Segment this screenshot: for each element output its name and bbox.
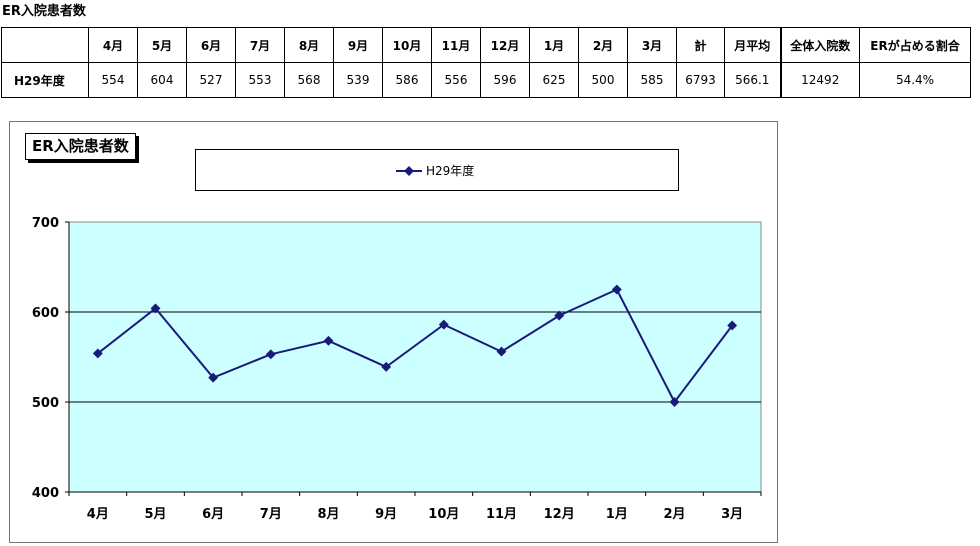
y-tick-label: 400 bbox=[32, 486, 59, 501]
data-point bbox=[265, 349, 276, 360]
y-tick-label: 500 bbox=[32, 396, 59, 411]
x-tick-label: 11月 bbox=[486, 507, 517, 522]
chart-area: 400 500 600 700 4月 5月 6月 7月 8月 9月 10月 11月 12月 1月 2月 3月 … bbox=[9, 121, 778, 543]
table-header-cell: 5月 bbox=[137, 27, 187, 63]
x-tick-label: 7月 bbox=[260, 507, 282, 522]
table-header-cell bbox=[1, 27, 89, 63]
table-header-cell: 6月 bbox=[186, 27, 236, 63]
data-point bbox=[611, 284, 622, 295]
table-header-cell: 7月 bbox=[235, 27, 285, 63]
x-tick-label: 1月 bbox=[606, 507, 628, 522]
legend-label: H29年度 bbox=[426, 164, 475, 178]
table-cell: 604 bbox=[137, 62, 187, 98]
table-cell: 625 bbox=[529, 62, 579, 98]
table-header-cell: 月平均 bbox=[724, 27, 781, 63]
data-point bbox=[150, 303, 161, 314]
table-cell: 586 bbox=[382, 62, 432, 98]
table-row-label: H29年度 bbox=[1, 62, 89, 98]
table-cell: 527 bbox=[186, 62, 236, 98]
data-point bbox=[208, 372, 219, 383]
x-tick-label: 4月 bbox=[87, 507, 109, 522]
plot-area bbox=[68, 221, 762, 493]
legend-item: H29年度 bbox=[396, 162, 474, 179]
x-tick-label: 6月 bbox=[202, 507, 224, 522]
data-point bbox=[92, 348, 103, 359]
table-cell: 500 bbox=[578, 62, 628, 98]
x-tick-label: 5月 bbox=[144, 507, 166, 522]
chart-legend: H29年度 bbox=[195, 149, 679, 191]
table-header-cell: 12月 bbox=[480, 27, 530, 63]
summary-table: 4月 5月 6月 7月 8月 9月 10月 11月 12月 1月 2月 3月 計… bbox=[1, 27, 971, 98]
x-tick-label: 2月 bbox=[663, 507, 685, 522]
table-cell: 566.1 bbox=[724, 62, 781, 98]
table-header-cell: ERが占める割合 bbox=[859, 27, 971, 63]
table-cell: 6793 bbox=[676, 62, 725, 98]
y-tick-label: 600 bbox=[32, 306, 59, 321]
legend-line-marker-icon bbox=[396, 165, 422, 176]
page-title: ER入院患者数 bbox=[2, 4, 86, 19]
table-header-cell: 1月 bbox=[529, 27, 579, 63]
data-point bbox=[669, 397, 680, 407]
table-header-cell: 全体入院数 bbox=[779, 27, 860, 63]
x-tick-label: 10月 bbox=[428, 507, 459, 522]
line-chart: 400 500 600 700 4月 5月 6月 7月 8月 9月 10月 11月 12月 1月 2月 3月 bbox=[32, 216, 762, 522]
table-header-cell: 9月 bbox=[333, 27, 383, 63]
table-header-cell: 10月 bbox=[382, 27, 432, 63]
table-cell: 596 bbox=[480, 62, 530, 98]
table-header-cell: 8月 bbox=[284, 27, 334, 63]
data-point bbox=[323, 335, 334, 346]
table-cell: 553 bbox=[235, 62, 285, 98]
table-header-cell: 11月 bbox=[431, 27, 481, 63]
table-header-row: 4月 5月 6月 7月 8月 9月 10月 11月 12月 1月 2月 3月 計… bbox=[1, 27, 971, 63]
table-row: H29年度 554 604 527 553 568 539 586 556 59… bbox=[1, 62, 971, 98]
data-point bbox=[727, 320, 738, 331]
y-tick-label: 700 bbox=[32, 216, 59, 231]
table-header-cell: 2月 bbox=[578, 27, 628, 63]
x-tick-label: 9月 bbox=[375, 507, 397, 522]
table-cell: 539 bbox=[333, 62, 383, 98]
table-cell: 556 bbox=[431, 62, 481, 98]
x-tick-label: 8月 bbox=[317, 507, 339, 522]
table-header-cell: 3月 bbox=[627, 27, 677, 63]
data-point bbox=[554, 310, 565, 321]
table-cell: 554 bbox=[88, 62, 138, 98]
table-header-cell: 4月 bbox=[88, 27, 138, 63]
table-header-cell: 計 bbox=[676, 27, 725, 63]
x-tick-label: 3月 bbox=[721, 507, 743, 522]
table-cell: 585 bbox=[627, 62, 677, 98]
table-cell: 568 bbox=[284, 62, 334, 98]
table-cell: 12492 bbox=[779, 62, 860, 98]
table-cell: 54.4% bbox=[859, 62, 971, 98]
x-tick-label: 12月 bbox=[544, 507, 575, 522]
chart-title: ER入院患者数 bbox=[25, 133, 136, 160]
series-line bbox=[97, 288, 733, 404]
